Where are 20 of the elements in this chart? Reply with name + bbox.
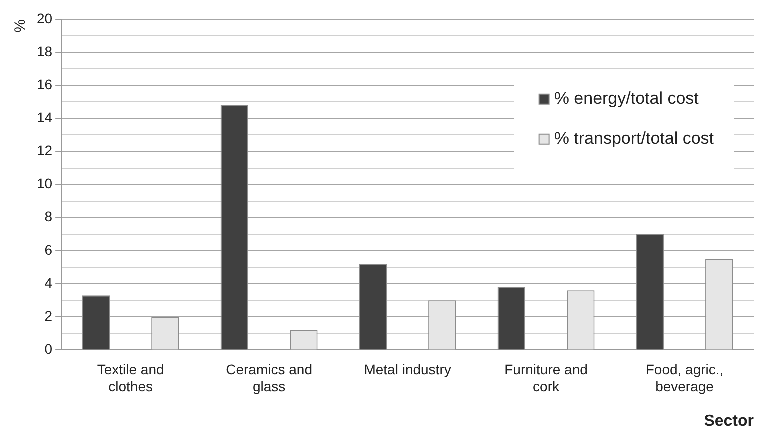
x-tick-label: Furniture and cork xyxy=(504,361,588,394)
y-tick-label: 20 xyxy=(36,10,53,26)
x-tick-label: Food, agric., beverage xyxy=(646,361,724,394)
y-tick-label: 14 xyxy=(36,110,53,126)
legend-label: % energy/total cost xyxy=(554,89,700,108)
y-axis-title: % xyxy=(12,19,30,33)
y-tick-label: 18 xyxy=(36,43,53,60)
y-tick-label: 0 xyxy=(44,341,53,358)
y-tick-label: 10 xyxy=(36,176,53,192)
y-tick-label: 8 xyxy=(44,208,53,225)
y-tick-label: 4 xyxy=(44,274,53,291)
x-tick-label: Textile and clothes xyxy=(97,361,164,394)
y-tick-label: 12 xyxy=(36,142,53,159)
legend-label: % transport/total cost xyxy=(554,129,714,148)
y-tick-label: 6 xyxy=(44,242,53,258)
x-tick-label: Metal industry xyxy=(364,361,452,378)
y-tick-label: 16 xyxy=(36,76,53,92)
x-axis-title: Sector xyxy=(704,412,754,430)
x-tick-label: Ceramics and glass xyxy=(226,361,312,394)
y-tick-label: 2 xyxy=(44,308,53,324)
